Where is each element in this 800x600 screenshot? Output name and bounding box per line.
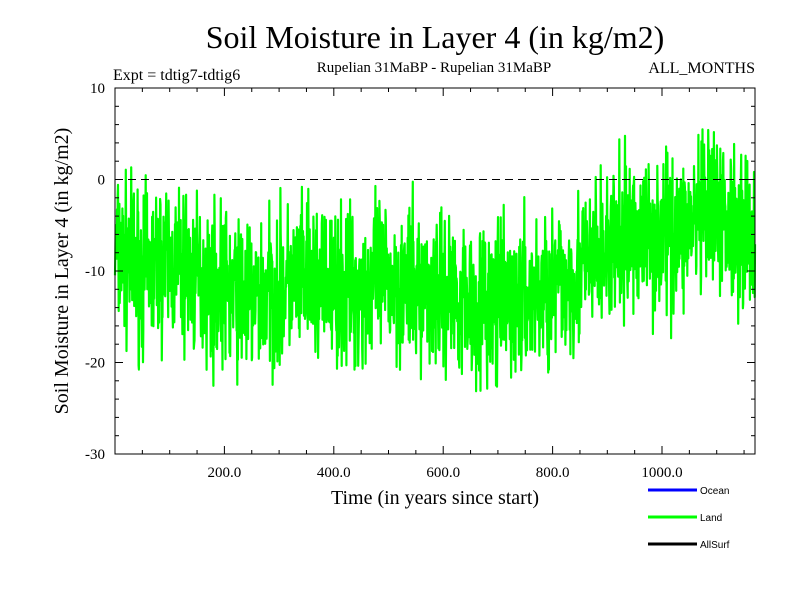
x-axis-label: Time (in years since start) [331,487,539,509]
legend-label-land: Land [700,513,722,524]
y-tick-label: -20 [85,356,105,372]
legend: Ocean Land AllSurf [648,486,730,551]
months-label: ALL_MONTHS [648,60,755,77]
x-tick-label: 1000.0 [641,465,682,481]
period-label: Rupelian 31MaBP - Rupelian 31MaBP [317,60,551,76]
y-tick-label: -30 [85,447,105,463]
chart-title: Soil Moisture in Layer 4 (in kg/m2) [206,19,665,55]
x-tick-label: 200.0 [208,465,242,481]
y-tick-label: 10 [90,81,105,97]
y-tick-label: -10 [85,264,105,280]
y-axis-label: Soil Moisture in Layer 4 (in kg/m2) [51,128,73,415]
x-tick-label: 400.0 [317,465,351,481]
plot-series [113,128,757,393]
legend-label-allsurf: AllSurf [700,540,730,551]
experiment-label: Expt = tdtig7-tdtig6 [113,67,240,84]
x-tick-label: 600.0 [426,465,460,481]
x-tick-label: 800.0 [536,465,570,481]
y-tick-label: 0 [98,173,106,189]
series-line-land [113,128,757,393]
legend-label-ocean: Ocean [700,486,729,497]
